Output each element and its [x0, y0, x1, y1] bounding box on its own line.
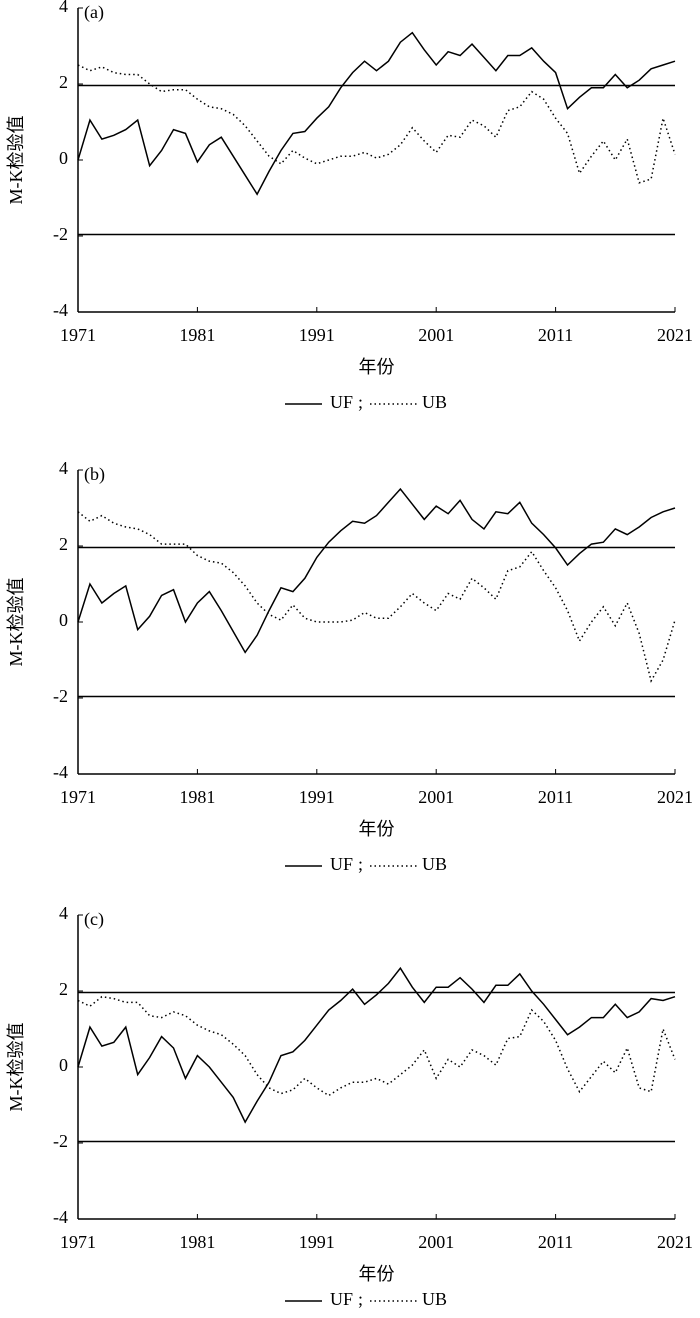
y-tick-label: 4: [59, 903, 68, 923]
y-tick-label: 2: [59, 534, 68, 554]
legend-label: UF: [330, 392, 353, 412]
x-tick-label: 1971: [60, 325, 96, 345]
series-line: [77, 511, 676, 683]
y-tick-label: 4: [59, 0, 68, 16]
y-tick-label: -2: [53, 1131, 68, 1151]
y-tick-label: -4: [53, 762, 68, 782]
legend-label: UB: [422, 1289, 447, 1309]
y-tick-label: 0: [59, 610, 68, 630]
x-axis-label: 年份: [359, 1264, 395, 1284]
y-tick-label: 0: [59, 148, 68, 168]
x-axis-label: 年份: [359, 357, 395, 377]
x-tick-label: 2021: [657, 1232, 693, 1252]
y-tick-label: 0: [59, 1055, 68, 1075]
panel-label: (a): [84, 2, 104, 23]
x-tick-label: 2021: [657, 325, 693, 345]
x-tick-label: 1971: [60, 787, 96, 807]
x-tick-label: 1991: [299, 325, 335, 345]
x-tick-label: 1981: [179, 1232, 215, 1252]
series-line: [77, 487, 676, 654]
y-axis-label: M-K检验值: [6, 116, 26, 205]
x-axis-label: 年份: [359, 819, 395, 839]
y-tick-label: 2: [59, 979, 68, 999]
legend-label: UF: [330, 1289, 353, 1309]
x-tick-label: 1971: [60, 1232, 96, 1252]
legend-separator: ;: [358, 854, 363, 874]
legend-label: UF: [330, 854, 353, 874]
y-tick-label: -4: [53, 1207, 68, 1227]
series-line: [77, 31, 676, 196]
x-tick-label: 2001: [418, 787, 454, 807]
panel-label: (c): [84, 909, 104, 930]
x-tick-label: 2001: [418, 325, 454, 345]
x-tick-label: 2011: [538, 325, 573, 345]
series-line: [77, 995, 676, 1097]
y-tick-label: -2: [53, 224, 68, 244]
legend-label: UB: [422, 392, 447, 412]
x-tick-label: 1981: [179, 787, 215, 807]
legend-label: UB: [422, 854, 447, 874]
x-tick-label: 2021: [657, 787, 693, 807]
x-tick-label: 2011: [538, 787, 573, 807]
series-line: [77, 966, 676, 1124]
y-tick-label: -4: [53, 300, 68, 320]
panel-label: (b): [84, 464, 105, 485]
y-tick-label: 4: [59, 458, 68, 478]
series-line: [77, 64, 676, 184]
legend-separator: ;: [358, 392, 363, 412]
legend-separator: ;: [358, 1289, 363, 1309]
y-axis-label: M-K检验值: [6, 1023, 26, 1112]
x-tick-label: 1981: [179, 325, 215, 345]
y-tick-label: -2: [53, 686, 68, 706]
x-tick-label: 1991: [299, 787, 335, 807]
x-tick-label: 1991: [299, 1232, 335, 1252]
y-axis-label: M-K检验值: [6, 578, 26, 667]
y-tick-label: 2: [59, 72, 68, 92]
x-tick-label: 2011: [538, 1232, 573, 1252]
x-tick-label: 2001: [418, 1232, 454, 1252]
